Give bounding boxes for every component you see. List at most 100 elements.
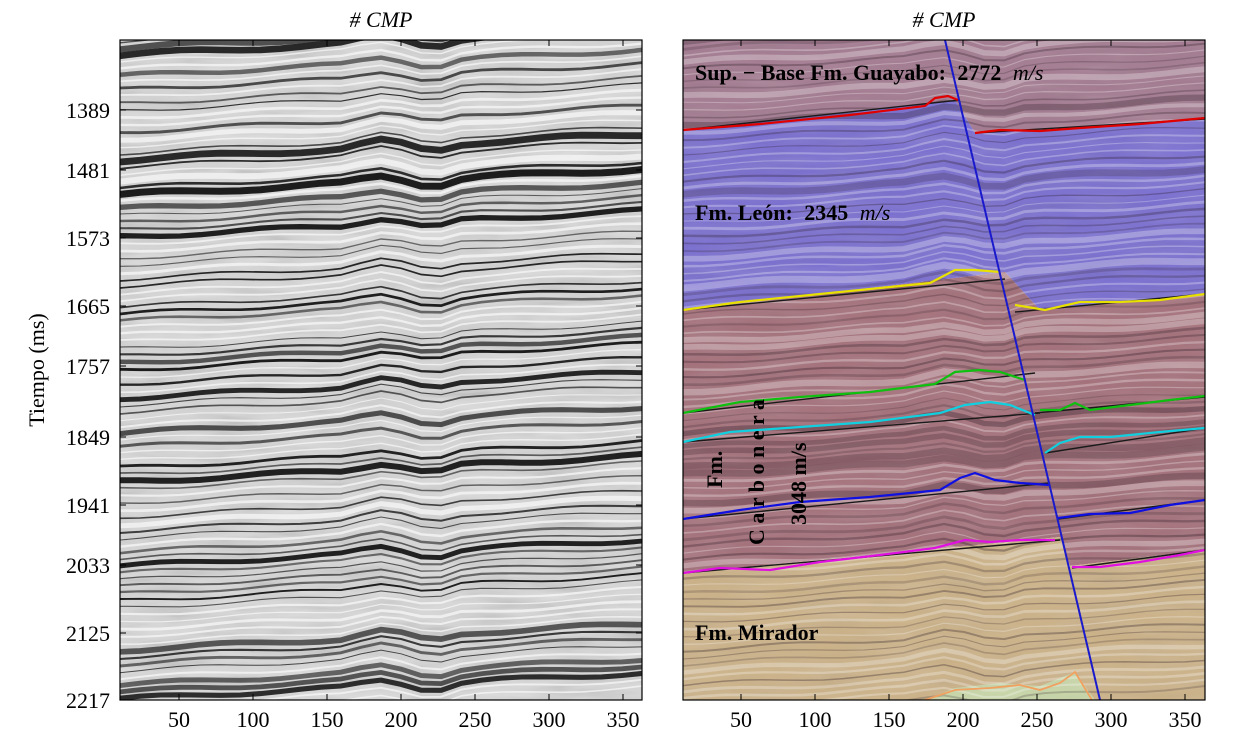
seismic-reflector — [120, 349, 642, 378]
seismic-reflector — [120, 267, 642, 296]
seismic-reflector — [683, 572, 1205, 600]
seismic-reflector — [683, 593, 1205, 623]
seismic-reflector — [120, 572, 642, 601]
x-tick-label: 200 — [947, 707, 980, 732]
seismic-reflector — [120, 670, 642, 700]
seismic-reflector — [683, 559, 1205, 586]
seismic-reflector — [120, 320, 642, 348]
label-carbonera: Fm. C a r b o n e r a 3048 m/s — [702, 399, 811, 545]
seismic-reflector — [120, 230, 642, 260]
left-panel-title: # CMP — [350, 7, 413, 32]
seismic-reflector — [120, 287, 642, 316]
svg-text:Fm.: Fm. — [702, 451, 727, 488]
seismic-reflector — [683, 89, 1205, 119]
x-tick-label: 150 — [873, 707, 906, 732]
label-guayabo: Sup. − Base Fm. Guayabo: 2772 m/s — [695, 60, 1043, 85]
right-panel-title: # CMP — [913, 7, 976, 32]
seismic-reflector — [683, 386, 1205, 415]
horizon-red — [683, 94, 1205, 135]
seismic-reflector — [683, 82, 1205, 111]
seismic-reflector — [683, 437, 1205, 470]
seismic-reflector — [120, 386, 642, 415]
seismic-reflector — [120, 131, 642, 166]
seismic-reflector — [120, 565, 642, 594]
seismic-reflector — [683, 533, 1205, 561]
seismic-reflector — [683, 40, 1205, 65]
seismic-reflector — [120, 88, 642, 120]
y-tick-label: 1389 — [66, 98, 110, 123]
seismic-reflector — [120, 658, 642, 689]
seismic-reflectors-left — [120, 40, 642, 700]
seismic-reflector — [683, 527, 1205, 554]
seismic-reflector — [120, 61, 642, 90]
seismic-reflector — [683, 111, 1205, 142]
seismic-reflector — [120, 512, 642, 541]
seismic-reflector — [120, 294, 642, 322]
seismic-reflector — [683, 419, 1205, 449]
seismic-reflector — [251, 678, 642, 700]
seismic-reflector — [120, 153, 642, 185]
x-tick-label: 100 — [799, 707, 832, 732]
y-tick-label: 1757 — [66, 354, 110, 379]
x-tick-label: 100 — [237, 707, 270, 732]
seismic-reflector — [683, 472, 1205, 507]
seismic-reflector — [120, 467, 642, 497]
seismic-reflector — [683, 127, 1205, 156]
seismic-reflector — [683, 49, 1205, 76]
seismic-reflector — [120, 637, 642, 668]
horizon-blue — [683, 471, 1205, 521]
label-leon: Fm. León: 2345 m/s — [695, 200, 890, 225]
horizon-cyan — [683, 400, 1205, 454]
seismic-reflector — [120, 68, 642, 97]
x-tick-label: 350 — [607, 707, 640, 732]
seismic-reflector — [120, 546, 642, 574]
seismic-reflector — [683, 181, 1205, 209]
seismic-reflector — [120, 446, 642, 475]
svg-text:C a r b o n e r a: C a r b o n e r a — [744, 399, 769, 545]
seismic-reflector — [120, 300, 642, 328]
right-x-axis: 50 100 150 200 250 300 350 — [730, 40, 1202, 732]
seismic-reflector — [120, 433, 642, 460]
seismic-reflector — [340, 685, 642, 700]
left-panel-frame — [119, 39, 643, 701]
horizon-magenta — [683, 538, 1205, 575]
seismic-reflector — [120, 174, 642, 202]
seismic-reflector — [683, 103, 1205, 135]
seismic-reflector — [120, 394, 642, 422]
seismic-reflector — [120, 215, 642, 245]
seismic-reflector — [683, 552, 1205, 580]
y-tick-label: 1849 — [66, 425, 110, 450]
seismic-reflector — [683, 222, 1205, 253]
seismic-reflector — [120, 481, 642, 513]
seismic-reflector — [120, 206, 642, 239]
seismic-reflector — [683, 66, 1205, 99]
seismic-reflector — [120, 538, 642, 569]
seismic-reflector — [683, 433, 1205, 461]
seismic-reflector — [683, 149, 1205, 177]
seismic-reflector — [120, 585, 642, 616]
seismic-reflector — [120, 400, 642, 429]
seismic-reflector — [683, 311, 1205, 343]
seismic-reflector — [683, 341, 1205, 371]
seismic-reflector — [120, 166, 642, 198]
seismic-reflector — [120, 406, 642, 437]
right-panel-frame — [682, 39, 1206, 701]
seismic-reflector — [120, 363, 642, 394]
seismic-reflector — [683, 207, 1205, 238]
seismic-reflector — [120, 260, 642, 289]
seismic-reflector — [683, 608, 1205, 638]
x-tick-label: 50 — [168, 707, 190, 732]
seismic-reflector — [120, 75, 642, 104]
seismic-reflector — [683, 174, 1205, 202]
x-tick-label: 50 — [730, 707, 752, 732]
seismic-reflector — [683, 519, 1205, 548]
seismic-reflector — [120, 103, 642, 135]
seismic-reflector — [120, 460, 642, 490]
seismic-reflector — [683, 142, 1205, 170]
seismic-reflector — [120, 47, 642, 78]
seismic-reflector — [120, 193, 642, 223]
horizon-yellow — [683, 268, 1205, 312]
seismic-reflector — [683, 61, 1205, 89]
x-tick-label: 350 — [1169, 707, 1202, 732]
seismic-reflector — [120, 110, 642, 143]
